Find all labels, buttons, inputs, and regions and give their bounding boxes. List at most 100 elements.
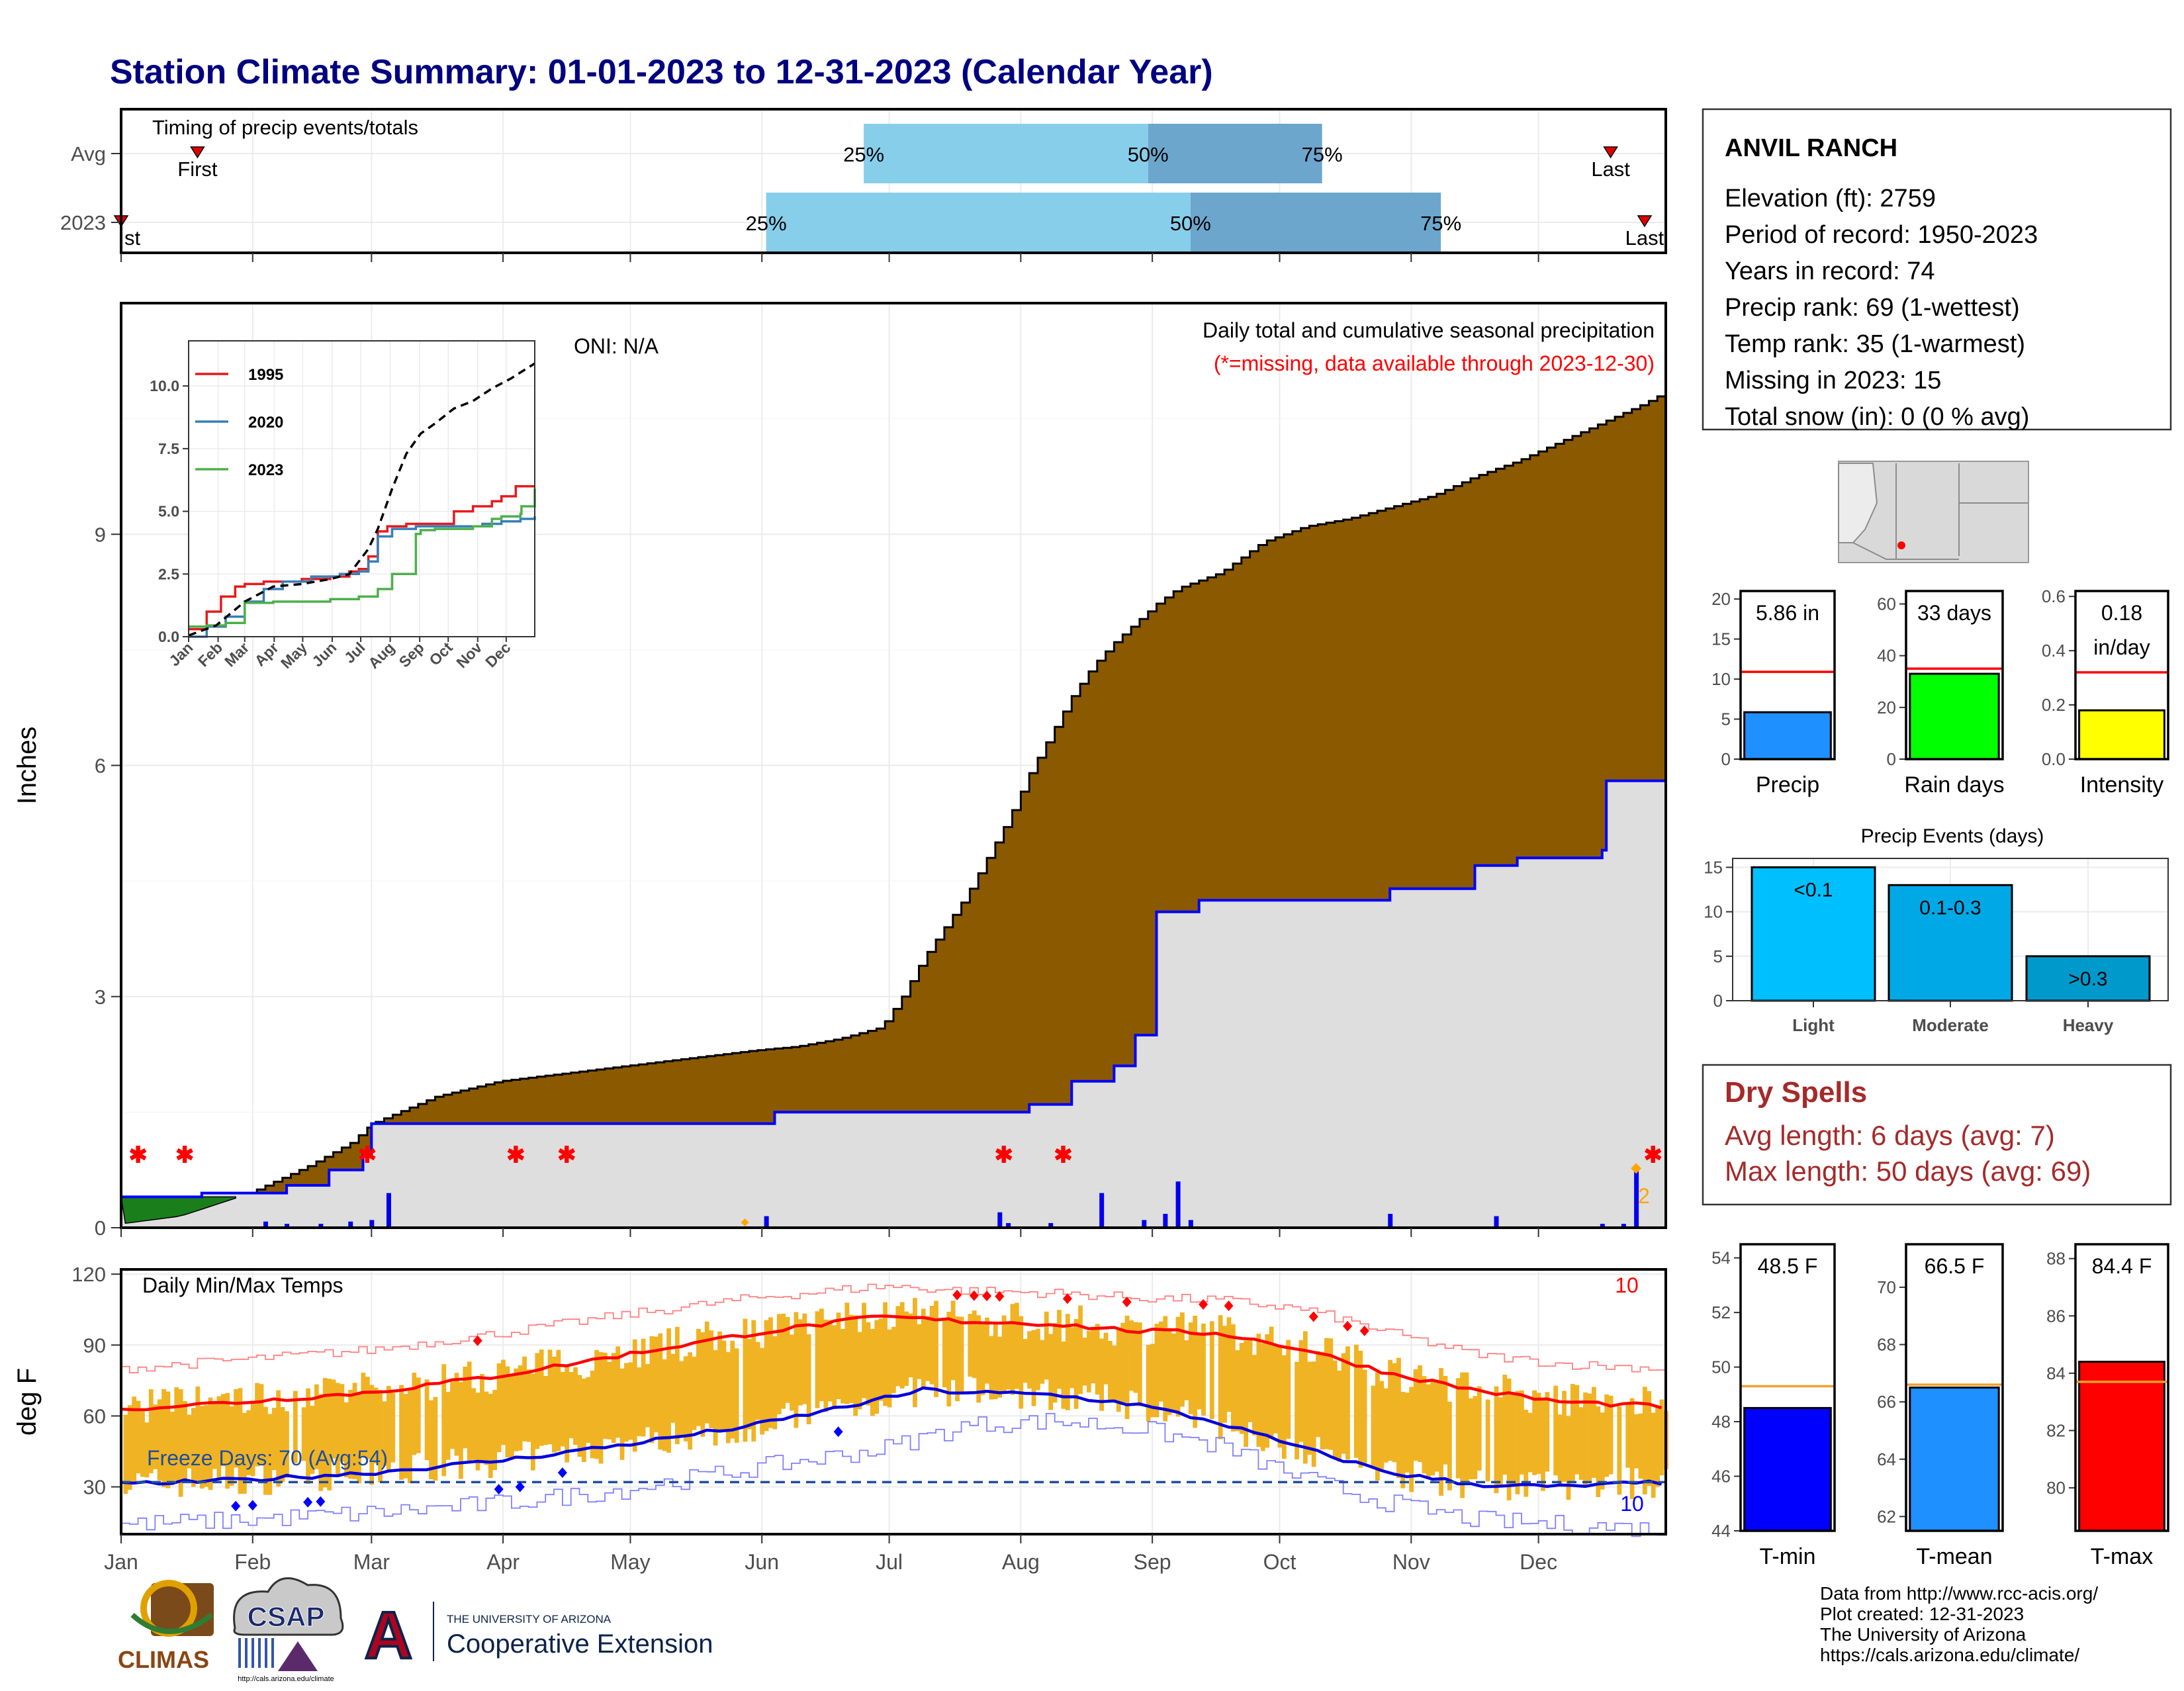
csap-cloud-icon bbox=[233, 1577, 344, 1636]
stat-y-tick-label: 0.2 bbox=[2042, 695, 2066, 715]
daily-temp-bar bbox=[1604, 1394, 1610, 1477]
daily-temp-bar bbox=[1260, 1343, 1265, 1451]
daily-temp-bar bbox=[790, 1334, 794, 1411]
stat-y-tick-label: 86 bbox=[2046, 1306, 2066, 1326]
daily-temp-bar bbox=[560, 1371, 565, 1447]
daily-temp-bar bbox=[1065, 1314, 1070, 1410]
climas-logo-text: CLIMAS bbox=[118, 1646, 209, 1673]
daily-temp-bar bbox=[993, 1323, 998, 1400]
stat-name-label: Intensity bbox=[2080, 772, 2164, 798]
daily-temp-bar bbox=[450, 1381, 455, 1449]
station-info-line: Missing in 2023: 15 bbox=[1725, 367, 1941, 394]
stat-value-label: 0.18 bbox=[2101, 601, 2142, 625]
daily-temp-bar bbox=[819, 1308, 824, 1402]
stat-value-bar bbox=[2078, 1361, 2165, 1532]
daily-temp-bar bbox=[844, 1303, 850, 1404]
daily-precip-bar bbox=[386, 1193, 391, 1228]
daily-temp-bar bbox=[1078, 1305, 1083, 1394]
stat-value-bar bbox=[1743, 1406, 1832, 1532]
daily-temp-bar bbox=[1345, 1346, 1350, 1460]
record-low-count: 10 bbox=[1620, 1492, 1644, 1516]
daily-temp-bar bbox=[220, 1394, 226, 1467]
precip-event-bar-label: <0.1 bbox=[1794, 879, 1833, 901]
daily-temp-bar bbox=[408, 1388, 412, 1484]
record-low-marker bbox=[303, 1496, 313, 1508]
stat-y-tick-label: 20 bbox=[1711, 589, 1731, 609]
inset-y-tick-label: 10.0 bbox=[150, 377, 179, 394]
daily-temp-bar bbox=[624, 1363, 629, 1442]
daily-temp-bar bbox=[806, 1334, 811, 1424]
temp-y-axis-title: deg F bbox=[13, 1368, 42, 1436]
stat-y-tick-label: 0.6 bbox=[2042, 586, 2066, 606]
daily-temp-bar bbox=[1634, 1414, 1639, 1469]
stat-y-tick-label: 64 bbox=[1877, 1449, 1896, 1469]
stat-value-bar bbox=[1743, 711, 1832, 760]
stat-y-tick-label: 84 bbox=[2046, 1363, 2066, 1383]
timing-bar-upper bbox=[1190, 193, 1441, 252]
daily-temp-bar bbox=[1019, 1316, 1024, 1409]
month-x-tick-label: Aug bbox=[1002, 1550, 1040, 1574]
daily-temp-bar bbox=[832, 1325, 837, 1409]
record-high-marker bbox=[473, 1335, 482, 1346]
daily-temp-bar bbox=[386, 1386, 391, 1471]
record-high-marker bbox=[969, 1290, 979, 1301]
station-location-dot bbox=[1897, 541, 1905, 549]
daily-temp-bar bbox=[1086, 1331, 1091, 1393]
daily-temp-bar bbox=[1596, 1406, 1601, 1497]
stat-frame bbox=[1905, 1243, 2004, 1532]
daily-temp-bar bbox=[1651, 1412, 1656, 1498]
daily-temp-bar bbox=[343, 1402, 349, 1478]
daily-temp-bar bbox=[1443, 1375, 1448, 1465]
daily-temp-bar bbox=[1061, 1341, 1066, 1409]
precip-events-title: Precip Events (days) bbox=[1861, 825, 2044, 847]
info-box-frame bbox=[1702, 108, 2172, 431]
daily-temp-bar bbox=[285, 1411, 289, 1478]
stat-y-tick-label: 0.0 bbox=[2042, 749, 2066, 769]
daily-temp-bar bbox=[1082, 1337, 1087, 1386]
precip-y-tick-label: 9 bbox=[95, 523, 106, 546]
daily-temp-bar bbox=[615, 1346, 621, 1438]
daily-temp-bar bbox=[772, 1336, 778, 1430]
daily-temp-bar bbox=[781, 1313, 786, 1409]
daily-temp-bar bbox=[1108, 1341, 1113, 1402]
daily-temp-bar bbox=[972, 1310, 977, 1379]
daily-temp-bar bbox=[997, 1336, 1003, 1398]
record-low-marker bbox=[833, 1426, 843, 1438]
month-x-tick-label: Feb bbox=[234, 1550, 271, 1574]
station-info-line: Period of record: 1950-2023 bbox=[1725, 221, 2038, 249]
daily-temp-bar bbox=[1146, 1345, 1151, 1422]
daily-temp-bar bbox=[212, 1403, 217, 1469]
daily-temp-bar bbox=[1362, 1369, 1367, 1465]
daily-temp-bar bbox=[985, 1317, 989, 1384]
daily-temp-bar bbox=[1506, 1378, 1512, 1500]
precip-count-label: 2 bbox=[1638, 1184, 1650, 1208]
daily-temp-bar bbox=[1014, 1303, 1019, 1389]
daily-temp-bar bbox=[1112, 1346, 1117, 1400]
daily-temp-bar bbox=[1379, 1381, 1385, 1470]
record-high-marker bbox=[952, 1289, 962, 1301]
daily-temp-bar bbox=[1532, 1390, 1537, 1475]
daily-temp-bar bbox=[144, 1422, 150, 1478]
daily-temp-bar bbox=[433, 1396, 438, 1481]
stat-value-bar bbox=[1909, 1387, 2000, 1532]
daily-temp-bar bbox=[225, 1393, 230, 1489]
daily-temp-bar bbox=[764, 1320, 769, 1432]
daily-temp-bar bbox=[195, 1386, 201, 1481]
daily-temp-bar bbox=[1434, 1380, 1439, 1472]
daily-temp-bar bbox=[1154, 1324, 1160, 1418]
daily-temp-bar bbox=[959, 1316, 964, 1394]
daily-temp-bar bbox=[280, 1406, 285, 1482]
daily-precip-bar bbox=[1634, 1169, 1639, 1228]
daily-temp-bar bbox=[1044, 1311, 1049, 1380]
inset-y-tick-label: 5.0 bbox=[158, 503, 179, 520]
stat-name-label: T-mean bbox=[1916, 1544, 1992, 1569]
daily-temp-bar bbox=[968, 1314, 973, 1377]
daily-temp-bar bbox=[1281, 1355, 1287, 1459]
daily-temp-bar bbox=[1252, 1355, 1257, 1436]
daily-temp-bar bbox=[989, 1336, 994, 1400]
daily-temp-bar bbox=[132, 1396, 137, 1483]
daily-temp-bar bbox=[658, 1333, 663, 1450]
daily-precip-bar bbox=[263, 1221, 269, 1228]
daily-temp-bar bbox=[874, 1320, 880, 1414]
daily-temp-bar bbox=[454, 1373, 459, 1456]
